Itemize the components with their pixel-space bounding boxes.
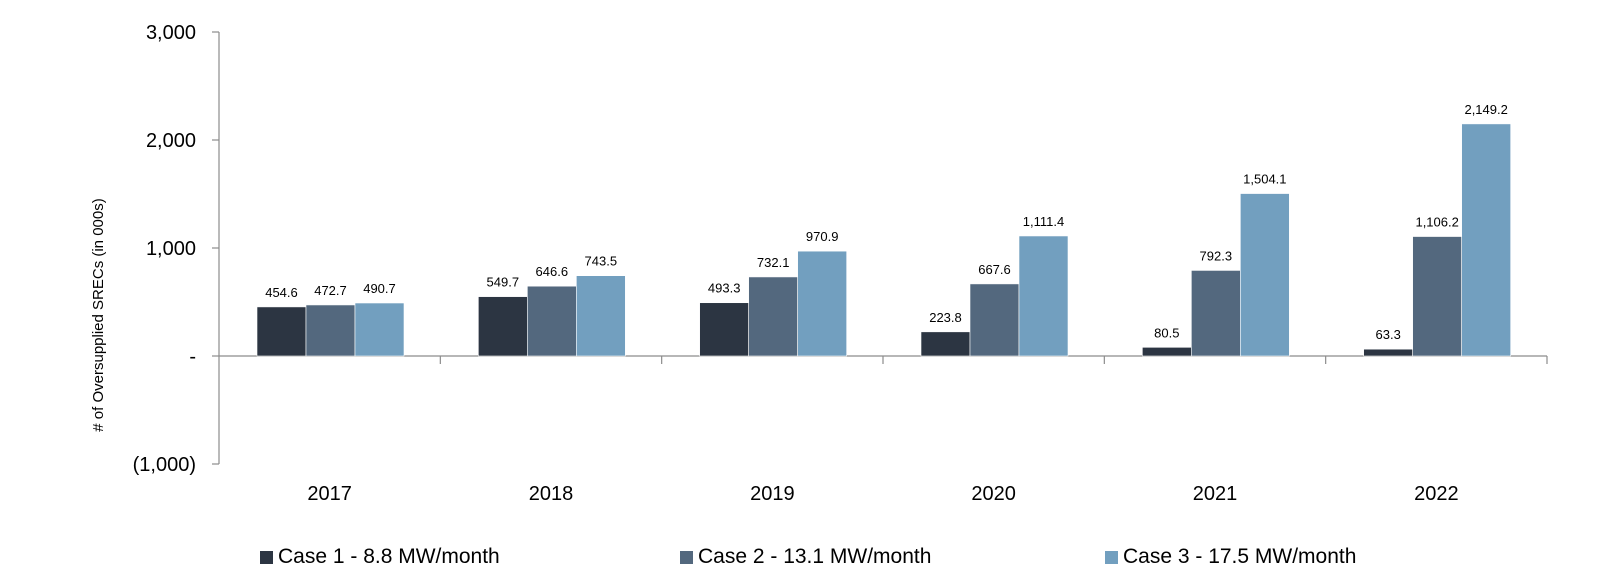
data-label: 490.7 — [363, 281, 396, 296]
legend-item-3: Case 3 - 17.5 MW/month — [1105, 543, 1356, 571]
data-label: 646.6 — [536, 264, 569, 279]
data-label: 743.5 — [585, 254, 618, 269]
bar — [354, 302, 405, 357]
data-label: 454.6 — [265, 285, 298, 300]
y-tick-label: (1,000) — [133, 454, 196, 476]
data-label: 493.3 — [708, 281, 741, 296]
bar — [797, 250, 847, 357]
y-tick-label: 2,000 — [146, 130, 196, 152]
bar — [1018, 235, 1069, 357]
data-label: 732.1 — [757, 255, 790, 270]
legend-swatch-2 — [680, 550, 693, 564]
data-label: 1,504.1 — [1243, 172, 1286, 187]
data-label: 970.9 — [806, 229, 839, 244]
data-label: 472.7 — [314, 283, 347, 298]
bar — [748, 276, 798, 357]
bar — [1461, 123, 1511, 357]
bar — [1191, 270, 1241, 357]
x-tick-label: 2020 — [971, 483, 1016, 505]
bar — [478, 296, 528, 357]
legend-label-3: Case 3 - 17.5 MW/month — [1123, 545, 1357, 568]
legend-label-2: Case 2 - 13.1 MW/month — [698, 545, 932, 568]
data-label: 667.6 — [978, 262, 1011, 277]
data-label: 80.5 — [1154, 325, 1179, 340]
bar — [576, 275, 626, 357]
legend-swatch-3 — [1105, 550, 1118, 564]
bar — [1142, 347, 1192, 357]
legend-swatch-1 — [260, 550, 273, 564]
data-label: 1,106.2 — [1415, 215, 1458, 230]
legend-item-2: Case 2 - 13.1 MW/month — [680, 543, 931, 571]
bar — [1363, 348, 1413, 357]
legend-item-1: Case 1 - 8.8 MW/month — [260, 543, 500, 571]
y-tick-label: - — [189, 346, 196, 368]
bar — [527, 285, 577, 357]
y-tick-label: 3,000 — [146, 22, 196, 44]
data-labels: 454.6 472.7 490.7 549.7 646.6 743.5 493.3 732.1… — [265, 102, 1508, 342]
data-label: 792.3 — [1200, 248, 1233, 263]
bar — [969, 283, 1020, 357]
y-axis-title: # of Oversupplied SRECs (in 000s) — [90, 198, 107, 431]
bar — [305, 304, 356, 357]
x-tick-label: 2017 — [307, 483, 352, 505]
data-label: 223.8 — [929, 310, 962, 325]
x-tick-label: 2018 — [529, 483, 574, 505]
data-label: 549.7 — [487, 275, 520, 290]
bar — [1240, 193, 1290, 357]
x-tick-label: 2019 — [750, 483, 795, 505]
bar — [920, 331, 971, 357]
x-axis: 2017 2018 2019 2020 2021 2022 — [219, 355, 1548, 505]
legend-label-1: Case 1 - 8.8 MW/month — [278, 545, 500, 568]
bar — [699, 302, 749, 357]
bar — [1412, 236, 1462, 357]
bars — [256, 123, 1511, 357]
data-label: 63.3 — [1376, 327, 1401, 342]
x-tick-label: 2021 — [1193, 483, 1238, 505]
y-tick-label: 1,000 — [146, 238, 196, 260]
data-label: 1,111.4 — [1023, 214, 1064, 229]
y-axis: 3,000 2,000 1,000 - (1,000) — [133, 22, 220, 476]
bar — [256, 306, 307, 357]
data-label: 2,149.2 — [1464, 102, 1507, 117]
x-tick-label: 2022 — [1414, 483, 1459, 505]
